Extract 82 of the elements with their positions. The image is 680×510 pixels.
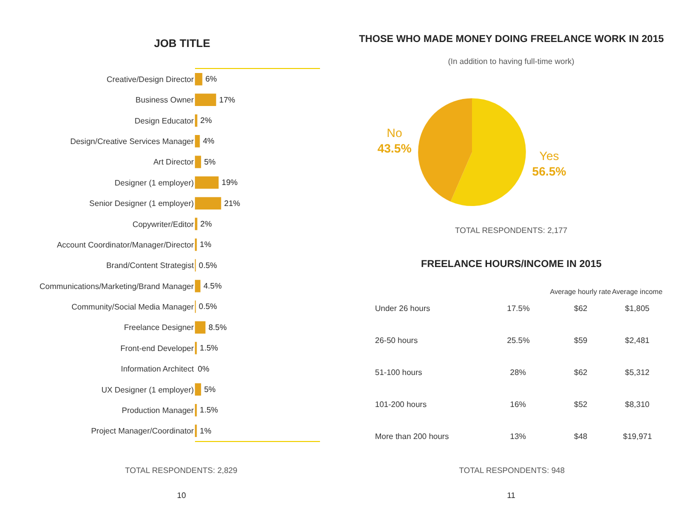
data-label: $19,971 — [623, 432, 652, 441]
bar — [194, 72, 202, 86]
bar — [194, 383, 202, 396]
chart-title: THOSE WHO MADE MONEY DOING FREELANCE WORK IN 2015 — [359, 34, 664, 45]
data-label: 6% — [205, 74, 217, 84]
y-tick-label: Community/Social Media Manager — [72, 302, 194, 312]
data-label: 1% — [200, 240, 212, 250]
data-label: 1% — [200, 426, 212, 436]
y-tick-label: Design/Creative Services Manager — [70, 137, 194, 146]
y-tick-label: Project Manager/Coordinator — [91, 426, 194, 436]
data-label: 5% — [204, 384, 216, 394]
bar — [194, 135, 200, 148]
data-label: 43.5% — [377, 141, 412, 156]
data-label: $1,805 — [625, 304, 650, 313]
y-tick-label: Brand/Content Strategist — [106, 261, 195, 270]
data-label: 0% — [198, 364, 210, 374]
data-label: $5,312 — [625, 368, 650, 377]
data-label: 21% — [224, 198, 240, 208]
data-label: 17% — [219, 95, 236, 104]
chart-title: JOB TITLE — [154, 38, 210, 50]
data-label: 2% — [200, 116, 212, 126]
y-tick-label: Art Director — [153, 158, 194, 167]
pie-slice — [450, 98, 526, 206]
data-label: $62 — [574, 304, 588, 313]
slice-label: No — [386, 126, 402, 140]
pie-slice — [418, 98, 472, 202]
bar — [194, 321, 206, 334]
bar — [194, 197, 222, 210]
category-label: 101-200 hours — [375, 400, 427, 409]
text: 11 — [507, 491, 516, 500]
category-label: Under 26 hours — [375, 304, 430, 313]
y-tick-label: Designer (1 employer) — [114, 178, 194, 188]
data-label: $62 — [574, 368, 588, 377]
text: 10 — [177, 491, 186, 500]
data-label: $8,310 — [625, 400, 650, 409]
data-label: 4.5% — [203, 282, 222, 291]
y-tick-label: Front-end Developer — [120, 344, 194, 353]
data-label: 28% — [510, 368, 526, 377]
data-label: $2,481 — [625, 336, 650, 345]
category-label: 51-100 hours — [375, 368, 422, 377]
y-tick-label: Freelance Designer — [124, 323, 194, 332]
data-label: 13% — [510, 432, 526, 441]
bar — [194, 218, 198, 230]
data-label: $48 — [574, 432, 588, 441]
data-label: 4% — [202, 136, 214, 146]
data-label: $52 — [574, 400, 588, 409]
text: TOTAL RESPONDENTS: 2,177 — [455, 226, 568, 235]
text: FREELANCE HOURS/INCOME IN 2015 — [421, 259, 602, 270]
data-label: 8.5% — [208, 322, 227, 332]
bar — [194, 280, 200, 292]
y-tick-label: Communications/Marketing/Brand Manager — [40, 282, 194, 291]
data-label: 19% — [222, 178, 238, 188]
text: TOTAL RESPONDENTS: 2,829 — [125, 466, 238, 475]
data-label: 1.5% — [200, 406, 218, 415]
y-tick-label: Business Owner — [136, 96, 194, 105]
bar — [194, 156, 202, 168]
bar — [194, 94, 216, 106]
y-tick-label: Production Manager — [122, 406, 194, 415]
data-label: 25.5% — [507, 336, 530, 345]
data-label: 16% — [510, 400, 526, 409]
data-label: 17.5% — [507, 304, 530, 313]
y-tick-label: Copywriter/Editor — [132, 220, 194, 229]
data-label: 56.5% — [532, 164, 567, 178]
y-tick-label: Design Educator — [134, 116, 194, 126]
chart-subtitle: (In addition to having full-time work) — [448, 57, 575, 66]
bar — [194, 114, 198, 127]
data-label: 5% — [204, 157, 216, 166]
y-tick-label: UX Designer (1 employer) — [101, 385, 194, 394]
data-label: $59 — [574, 336, 588, 345]
slice-label: Yes — [539, 148, 559, 163]
y-tick-label: Senior Designer (1 employer) — [89, 199, 194, 208]
y-tick-label: Information Architect — [120, 364, 195, 374]
data-label: 1.5% — [200, 344, 218, 353]
y-tick-label: Account Coordinator/Manager/Director — [56, 240, 194, 250]
data-label: 0.5% — [198, 260, 218, 270]
data-label: 2% — [200, 219, 212, 228]
category-label: 26-50 hours — [375, 336, 418, 345]
bar — [194, 176, 219, 189]
y-tick-label: Creative/Design Director — [106, 74, 194, 84]
data-label: 0.5% — [198, 302, 218, 312]
category-label: More than 200 hours — [375, 432, 449, 441]
text: TOTAL RESPONDENTS: 948 — [459, 466, 566, 475]
